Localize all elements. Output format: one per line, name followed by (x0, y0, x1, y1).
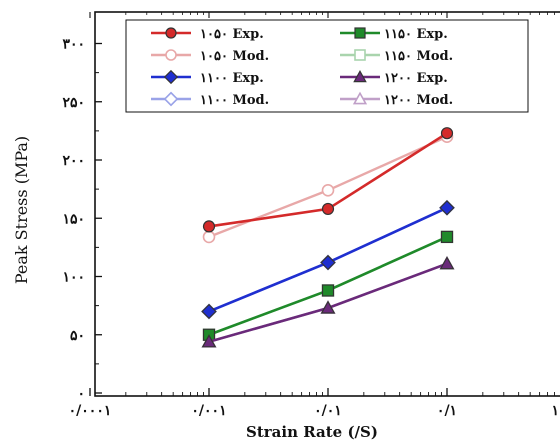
legend-label: ۱۰۵۰ Exp. (200, 27, 264, 42)
legend-swatch-marker (165, 49, 177, 61)
y-tick-label: ۰ (77, 386, 85, 402)
x-tick-label: ۱ (551, 403, 559, 419)
y-tick-label: ۳۰۰ (62, 37, 85, 53)
series-2 (201, 200, 455, 320)
y-tick-label: ۵۰ (70, 328, 85, 344)
legend-item: ۱۲۰۰ Exp. (340, 70, 448, 86)
legend-label: ۱۲۰۰ Mod. (384, 93, 453, 108)
legend-swatch-marker (352, 91, 368, 105)
legend-item: ۱۲۰۰ Mod. (340, 91, 453, 108)
data-point (321, 202, 335, 216)
y-tick-label: ۲۰۰ (62, 153, 85, 169)
y-tick-label: ۲۵۰ (62, 95, 85, 111)
x-tick-label: ۰/۰۰۰۱ (69, 403, 112, 419)
y-tick-label: ۱۰۰ (62, 270, 85, 286)
legend-box (125, 19, 529, 113)
data-point (439, 200, 455, 216)
legend-swatch-marker (165, 27, 177, 39)
legend-swatch-marker (353, 70, 367, 83)
data-point (320, 300, 336, 314)
legend: ۱۰۵۰ Exp. ۱۰۵۰ Mod. ۱۱۰۰ Exp. ۱۱۰۰ Mod. ۱۱۵۰… (125, 19, 529, 113)
legend-item: ۱۰۵۰ Exp. (151, 27, 264, 42)
legend-label: ۱۱۵۰ Exp. (384, 27, 448, 42)
legend-item: ۱۱۰۰ Mod. (151, 91, 269, 108)
legend-label: ۱۰۵۰ Mod. (200, 49, 269, 64)
data-point (321, 183, 335, 197)
data-point (201, 303, 217, 320)
data-point (439, 256, 455, 270)
y-axis-title: Peak Stress (MPa) (12, 136, 31, 284)
y-axis-ticks: ۰ ۵۰ ۱۰۰ ۱۵۰ ۲۰۰ ۲۵۰ ۳۰۰ (62, 37, 102, 402)
series-4 (202, 230, 454, 341)
legend-item: ۱۰۵۰ Mod. (151, 49, 269, 64)
legend-item: ۱۱۰۰ Exp. (151, 69, 264, 86)
legend-label: ۱۱۰۰ Exp. (200, 71, 264, 86)
legend-item: ۱۱۵۰ Exp. (340, 27, 448, 42)
series-layer (200, 127, 456, 348)
data-point (440, 230, 454, 243)
legend-swatch-marker (354, 49, 366, 61)
series-6 (201, 256, 455, 348)
legend-label: ۱۲۰۰ Exp. (384, 71, 448, 86)
data-point (440, 127, 454, 140)
x-axis-title: Strain Rate (/S) (246, 423, 378, 441)
data-point (202, 220, 216, 233)
legend-swatch-marker (163, 69, 179, 85)
x-tick-label: ۰/۱ (437, 403, 457, 419)
x-tick-label: ۰/۰۰۱ (191, 403, 226, 419)
series-1 (202, 130, 454, 244)
data-point (201, 334, 217, 348)
legend-swatch-marker (163, 91, 179, 107)
data-point (321, 284, 335, 297)
y-tick-label: ۱۵۰ (62, 211, 85, 227)
legend-item: ۱۱۵۰ Mod. (340, 49, 453, 64)
data-point (202, 230, 216, 244)
series-0 (202, 127, 454, 233)
x-tick-label: ۰/۰۱ (314, 403, 342, 419)
data-point (320, 254, 336, 271)
legend-label: ۱۱۰۰ Mod. (200, 93, 269, 108)
legend-swatch-marker (354, 27, 366, 39)
legend-label: ۱۱۵۰ Mod. (384, 49, 453, 64)
x-axis-ticks: ۰/۰۰۰۱ ۰/۰۰۱ ۰/۰۱ ۰/۱ ۱ (69, 12, 559, 419)
